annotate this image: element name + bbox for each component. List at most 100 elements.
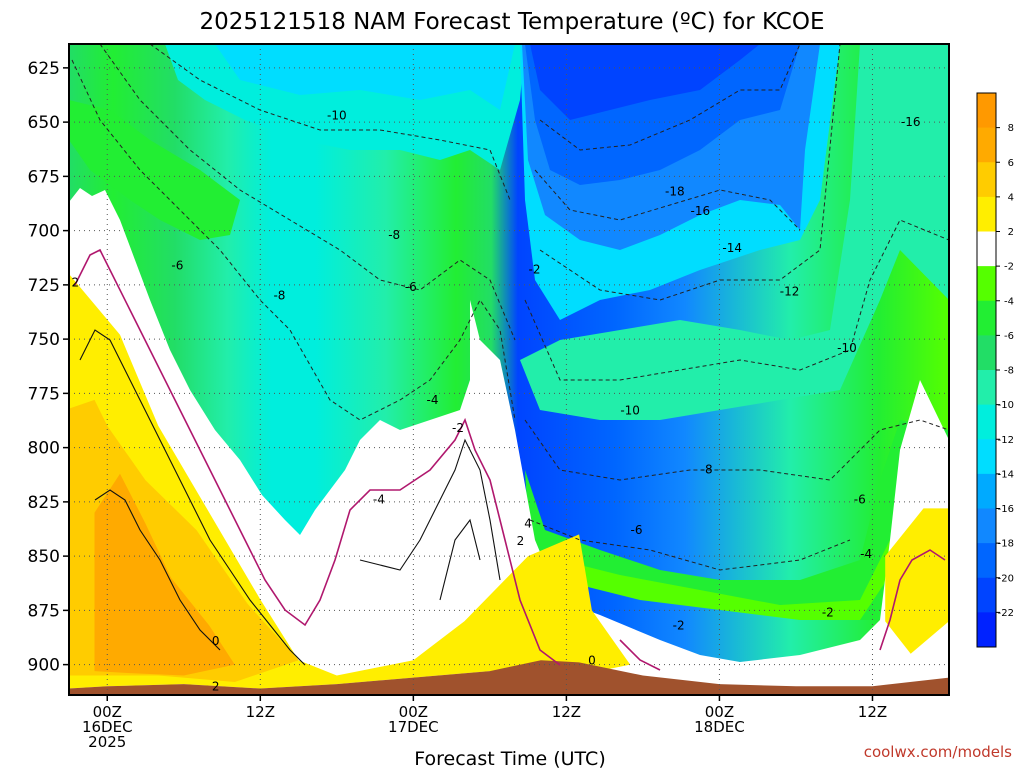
contour-label: -8: [701, 462, 713, 476]
colorbar-swatch: [977, 473, 996, 509]
contour-label: -6: [405, 280, 417, 294]
colorbar-swatch: [977, 612, 996, 648]
x-tick-label: 00Z: [399, 703, 428, 721]
terrain-surface: [69, 660, 949, 695]
x-tick-label: 18DEC: [694, 718, 745, 736]
colorbar-label: -18: [998, 539, 1014, 550]
colorbar-swatch: [977, 127, 996, 163]
colorbar-label: 2: [1008, 227, 1014, 238]
colorbar-label: -22: [998, 608, 1014, 619]
colorbar-swatch: [977, 93, 996, 129]
contour-label: -10: [327, 109, 347, 123]
y-tick-label: 850: [28, 547, 60, 567]
colorbar-swatch: [977, 508, 996, 544]
plot-frame: [68, 43, 950, 696]
contour-label: -18: [665, 185, 685, 199]
colorbar-label: -2: [1004, 262, 1014, 273]
colorbar-swatch: [977, 231, 996, 267]
y-tick-label: 900: [28, 656, 60, 676]
grid-lines: [69, 44, 949, 695]
y-tick-label: 675: [28, 167, 60, 187]
contour-label: -2: [673, 619, 685, 633]
contour-label: -6: [171, 258, 183, 272]
y-tick-label: 875: [28, 601, 60, 621]
contour-label: -16: [901, 115, 921, 129]
colorbar-label: -12: [998, 435, 1014, 446]
warm-region-3: [885, 508, 949, 654]
y-tick-label: 800: [28, 439, 60, 459]
y-tick-label: 650: [28, 113, 60, 133]
x-tick-label: 2025: [88, 733, 126, 751]
y-tick-label: 725: [28, 276, 60, 296]
contour-label: -4: [860, 547, 872, 561]
y-tick-label: 750: [28, 330, 60, 350]
colorbar-label: 8: [1008, 123, 1014, 134]
chart-title: 2025121518 NAM Forecast Temperature (ºC)…: [200, 9, 825, 35]
y-axis: 625 650 675 700 725 750 775 800 825 850 875 900: [28, 59, 69, 676]
x-tick-label: 12Z: [552, 703, 581, 721]
isotherm-contours: [71, 44, 949, 571]
colorbar-label: -6: [1004, 331, 1014, 342]
colorbar-label: -10: [998, 400, 1014, 411]
contour-label: -2: [452, 421, 464, 435]
colorbar-swatch: [977, 335, 996, 371]
contour-label: -6: [854, 493, 866, 507]
above-freezing-zone-left: [69, 188, 949, 695]
x-tick-label: 16DEC: [82, 718, 133, 736]
contour-label: 2: [517, 534, 525, 548]
colorbar-swatch: [977, 439, 996, 475]
colorbar-label: -14: [998, 469, 1014, 480]
x-tick-label: 17DEC: [388, 718, 439, 736]
colorbar-swatch: [977, 404, 996, 440]
contour-label: -14: [722, 241, 742, 255]
colorbar: 8 6 4 2 -2 -4 -6 -8 -10 -12 -14 -16 -18 -20 -22: [976, 92, 1014, 648]
y-tick-label: 825: [28, 493, 60, 513]
mid-level-green: [520, 44, 949, 420]
freezing-line: [74, 248, 946, 671]
cold-layer-lightblue: [215, 44, 515, 110]
contour-label: 0: [588, 653, 596, 667]
y-tick-label: 625: [28, 59, 60, 79]
colorbar-label: -20: [998, 573, 1014, 584]
colorbar-label: 4: [1008, 192, 1014, 203]
y-tick-label: 775: [28, 384, 60, 404]
contour-label: -2: [529, 263, 541, 277]
y-tick-label: 700: [28, 222, 60, 242]
positive-isotherm-contours: [79, 329, 501, 666]
x-tick-label: 12Z: [858, 703, 887, 721]
warm-region-2: [94, 473, 235, 676]
contour-label: -6: [631, 523, 643, 537]
warm-regions: [69, 274, 949, 689]
colorbar-swatch: [977, 266, 996, 302]
colorbar-swatch: [977, 370, 996, 406]
contour-label: -8: [273, 289, 285, 303]
contour-label: -4: [426, 393, 438, 407]
contour-label: -4: [373, 493, 385, 507]
colorbar-label: 6: [1008, 158, 1014, 169]
contour-label: -10: [837, 341, 857, 355]
contour-label: -16: [690, 204, 710, 218]
contour-label: 0: [212, 634, 220, 648]
plot-area: 2 -6 -8 -10 -8 -6 -2 -4 -2 -4 4 2 -18 -16 -14 -12 -10 -10…: [69, 44, 949, 695]
colorbar-swatch: [977, 162, 996, 198]
contour-label: 4: [524, 517, 532, 531]
colorbar-swatch: [977, 300, 996, 336]
x-tick-label: 00Z: [705, 703, 734, 721]
contour-label: -8: [388, 228, 400, 242]
colorbar-label: -4: [1004, 296, 1014, 307]
colorbar-label: -8: [1004, 366, 1014, 377]
colorbar-swatch: [977, 577, 996, 613]
source-credit: coolwx.com/models: [864, 743, 1012, 761]
contour-label: -2: [822, 606, 834, 620]
contour-label: -10: [620, 404, 640, 418]
colorbar-swatch: [977, 196, 996, 232]
lower-level-green: [525, 420, 949, 620]
contour-labels: 2 -6 -8 -10 -8 -6 -2 -4 -2 -4 4 2 -18 -16 -14 -12 -10 -10…: [72, 109, 921, 694]
x-tick-label: 12Z: [246, 703, 275, 721]
x-tick-label: 00Z: [93, 703, 122, 721]
contour-label: 2: [72, 276, 80, 290]
colorbar-label: -16: [998, 504, 1014, 515]
contour-label: 2: [212, 679, 220, 693]
colorbar-swatch: [977, 543, 996, 579]
